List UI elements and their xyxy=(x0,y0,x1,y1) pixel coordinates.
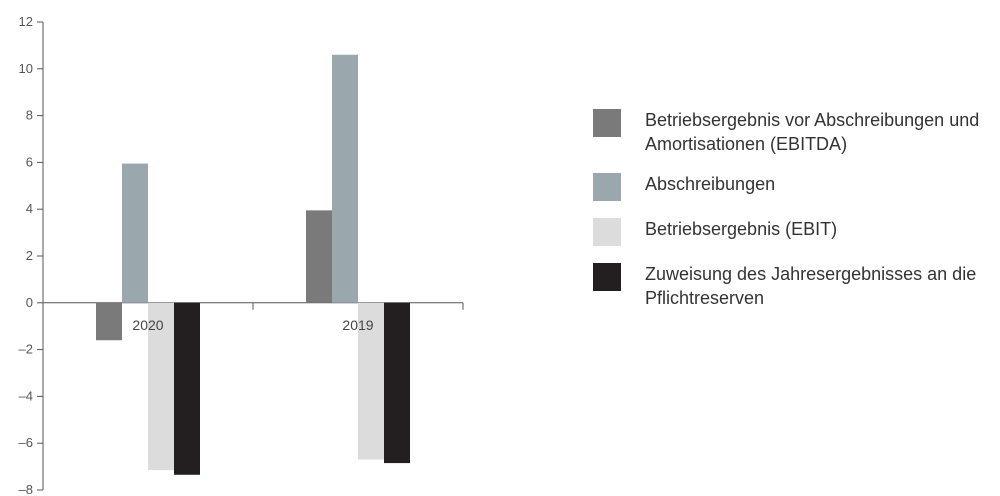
y-tick-label: 12 xyxy=(19,14,33,29)
legend-swatch-abschreibungen xyxy=(593,173,621,201)
bar xyxy=(174,302,200,475)
y-tick-label: 2 xyxy=(26,248,33,263)
bar xyxy=(122,163,148,303)
legend-label-ebit: Betriebsergebnis (EBIT) xyxy=(645,219,838,239)
legend-label-abschreibungen: Abschreibungen xyxy=(645,174,776,194)
bar xyxy=(306,210,332,303)
bar xyxy=(96,302,122,341)
legend-label-zuweisung: Zuweisung des Jahresergebnisses an die P… xyxy=(645,264,977,308)
y-tick-label: 0 xyxy=(26,295,33,310)
legend-swatch-ebitda xyxy=(593,109,621,137)
bars: 2020 2019 xyxy=(96,54,410,475)
y-tick-label: 6 xyxy=(26,154,33,169)
legend-swatch-ebit xyxy=(593,218,621,246)
y-tick-label: 4 xyxy=(26,201,33,216)
bar xyxy=(332,54,358,303)
bar xyxy=(384,302,410,464)
bar xyxy=(358,302,384,460)
y-tick-label: –4 xyxy=(19,388,33,403)
x-category-label: 2020 xyxy=(132,317,163,333)
y-tick-label: –2 xyxy=(19,342,33,357)
legend-item-ebitda: Betriebsergebnis vor Abschreibungen und … xyxy=(593,108,998,156)
legend-item-abschreibungen: Abschreibungen xyxy=(593,172,998,201)
legend-label-ebitda: Betriebsergebnis vor Abschreibungen und … xyxy=(645,110,980,154)
bar-chart: –8 –6 –4 –2 0 2 4 6 8 10 12 2020 2019 xyxy=(19,14,464,496)
y-tick-label: 10 xyxy=(19,61,33,76)
bar xyxy=(148,302,174,471)
legend: Betriebsergebnis vor Abschreibungen und … xyxy=(593,108,998,326)
y-tick-label: 8 xyxy=(26,108,33,123)
y-tick-label: –8 xyxy=(19,482,33,496)
legend-item-ebit: Betriebsergebnis (EBIT) xyxy=(593,217,998,246)
legend-swatch-zuweisung xyxy=(593,263,621,291)
y-tick-label: –6 xyxy=(19,435,33,450)
legend-item-zuweisung: Zuweisung des Jahresergebnisses an die P… xyxy=(593,262,998,310)
y-axis: –8 –6 –4 –2 0 2 4 6 8 10 12 xyxy=(19,14,44,496)
x-category-label: 2019 xyxy=(342,317,373,333)
